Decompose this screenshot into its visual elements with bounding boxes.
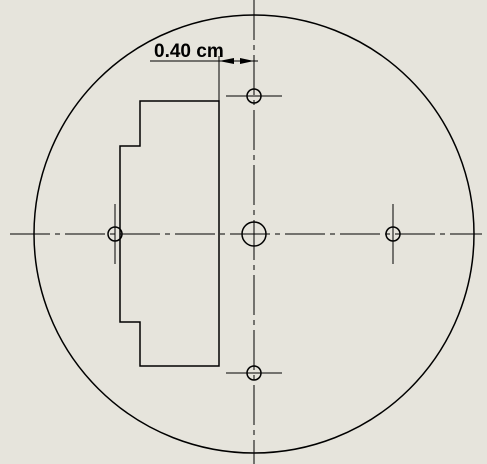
hole-center-marks — [114, 95, 394, 374]
stepped-cutout-outline[interactable] — [119, 100, 220, 367]
dimension-annotation[interactable]: 0.40 cm — [150, 41, 258, 101]
dimension-arrowhead-left — [219, 58, 234, 64]
dimension-label[interactable]: 0.40 cm — [154, 41, 224, 62]
dimension-arrowhead-right — [240, 58, 254, 64]
centerlines — [10, 0, 482, 464]
